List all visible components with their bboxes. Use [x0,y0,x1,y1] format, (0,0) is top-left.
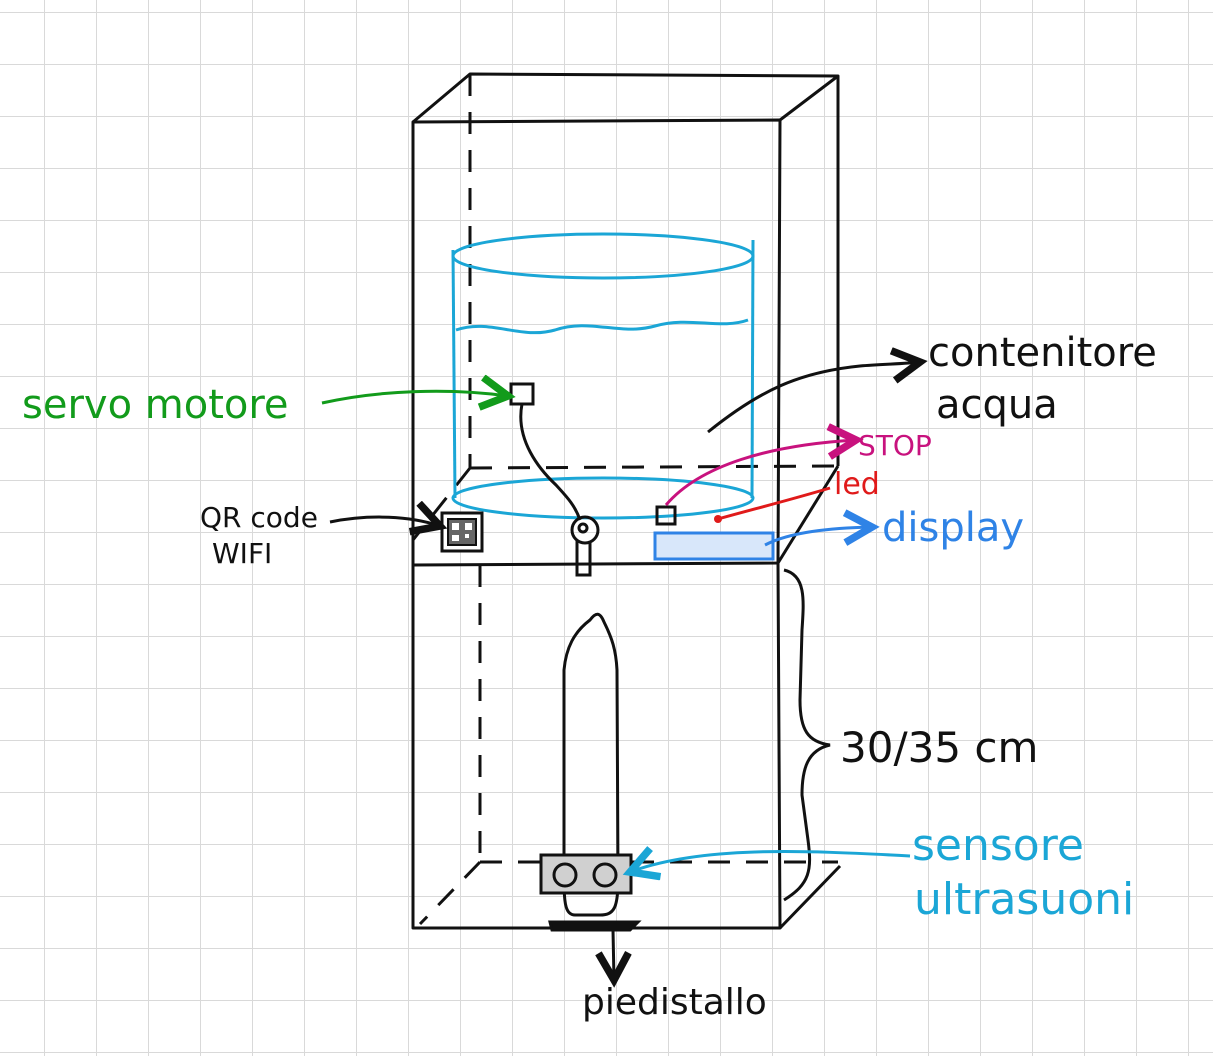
qr-arrow [329,517,440,526]
tap [570,515,600,577]
servo-arrow [321,391,508,403]
label-servo-motore: servo motore [22,382,289,428]
display-panel [653,531,775,561]
label-display: display [882,505,1024,551]
stop-button [655,505,677,526]
label-contenitore: contenitore [928,330,1157,376]
led-arrow [717,486,831,521]
ultrasonic-sensor [539,853,633,895]
label-acqua: acqua [936,382,1058,428]
qr-code-icon [440,511,484,553]
label-height: 30/35 cm [840,723,1038,772]
label-stop: STOP [858,429,932,462]
sensor-arrow [630,852,911,872]
height-brace [783,568,831,902]
label-qr-code: QR code [200,501,318,534]
label-wifi: WIFI [212,537,272,570]
water-tank [451,232,755,520]
servo-motor [509,382,582,521]
bottle [562,612,620,917]
label-sensore: sensore [912,820,1084,871]
label-led: led [834,467,880,502]
display-arrow [764,527,872,547]
container-arrow [707,362,920,434]
cabinet-outline [411,72,842,930]
hidden-edges [411,74,839,926]
water-surface [455,318,749,335]
stop-arrow [664,440,856,506]
label-piedistallo: piedistallo [582,982,767,1023]
label-ultrasuoni: ultrasuoni [914,874,1134,925]
pedestal [548,920,642,980]
led-dot [714,515,722,523]
